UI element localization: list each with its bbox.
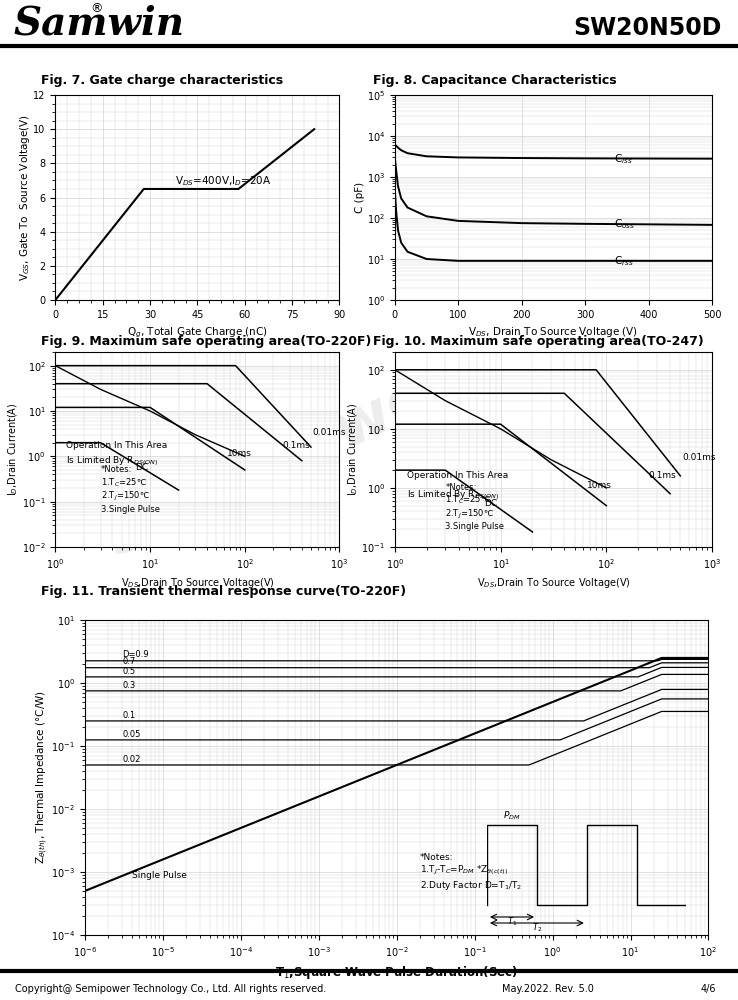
Text: Semipower: Semipower — [94, 352, 467, 568]
Text: 0.01ms: 0.01ms — [682, 453, 716, 462]
Text: Fig. 7. Gate charge characteristics: Fig. 7. Gate charge characteristics — [41, 74, 283, 87]
Text: DC: DC — [484, 499, 497, 508]
X-axis label: V$_{DS}$, Drain To Source Voltage (V): V$_{DS}$, Drain To Source Voltage (V) — [469, 325, 638, 339]
Text: Single Pulse: Single Pulse — [132, 871, 187, 880]
Text: 0.1: 0.1 — [122, 711, 135, 720]
Y-axis label: I$_D$,Drain Current(A): I$_D$,Drain Current(A) — [7, 403, 21, 496]
Text: Fig. 10. Maximum safe operating area(TO-247): Fig. 10. Maximum safe operating area(TO-… — [373, 335, 703, 348]
Text: 0.7: 0.7 — [122, 657, 135, 666]
Text: Operation In This Area: Operation In This Area — [66, 441, 168, 450]
Text: 10ms: 10ms — [227, 449, 252, 458]
X-axis label: V$_{DS}$,Drain To Source Voltage(V): V$_{DS}$,Drain To Source Voltage(V) — [477, 576, 630, 590]
Text: Is Limited By R$_{DS(ON)}$: Is Limited By R$_{DS(ON)}$ — [66, 454, 159, 468]
Text: 0.1ms: 0.1ms — [283, 441, 310, 450]
X-axis label: Q$_g$, Total Gate Charge (nC): Q$_g$, Total Gate Charge (nC) — [127, 325, 268, 340]
Y-axis label: V$_{GS}$, Gate To  Source Voltage(V): V$_{GS}$, Gate To Source Voltage(V) — [18, 114, 32, 281]
Text: C$_{iss}$: C$_{iss}$ — [614, 152, 632, 166]
Text: 0.02: 0.02 — [122, 755, 140, 764]
Text: *Notes:
1.T$_C$=25℃
2.T$_J$=150℃
3.Single Pulse: *Notes: 1.T$_C$=25℃ 2.T$_J$=150℃ 3.Singl… — [100, 465, 159, 514]
Y-axis label: I$_D$,Drain Current(A): I$_D$,Drain Current(A) — [346, 403, 360, 496]
Text: 0.05: 0.05 — [122, 730, 140, 739]
Text: DC: DC — [135, 463, 148, 472]
Y-axis label: C (pF): C (pF) — [355, 182, 365, 213]
Text: C$_{oss}$: C$_{oss}$ — [614, 217, 635, 231]
Text: Samwin: Samwin — [13, 4, 184, 42]
Text: Operation In This Area: Operation In This Area — [407, 471, 508, 480]
Text: $T_1$: $T_1$ — [507, 916, 517, 928]
Text: $T_2$: $T_2$ — [532, 922, 542, 934]
Text: 0.1ms: 0.1ms — [649, 471, 676, 480]
Text: 4/6: 4/6 — [700, 984, 716, 994]
Text: *Notes:
1.T$_J$-T$_C$=P$_{DM}$ *Z$_{\theta(c(t))}$
2.Duty Factor D=T$_1$/T$_2$: *Notes: 1.T$_J$-T$_C$=P$_{DM}$ *Z$_{\the… — [420, 853, 523, 892]
Text: Copyright@ Semipower Technology Co., Ltd. All rights reserved.: Copyright@ Semipower Technology Co., Ltd… — [15, 984, 326, 994]
Text: May.2022. Rev. 5.0: May.2022. Rev. 5.0 — [502, 984, 593, 994]
Y-axis label: Z$_{\theta(th)}$, Thermal Impedance (°C/W): Z$_{\theta(th)}$, Thermal Impedance (°C/… — [34, 691, 49, 864]
Text: 0.5: 0.5 — [122, 667, 135, 676]
X-axis label: V$_{DS}$,Drain To Source Voltage(V): V$_{DS}$,Drain To Source Voltage(V) — [120, 576, 275, 590]
Text: C$_{rss}$: C$_{rss}$ — [614, 254, 633, 268]
Text: Is Limited By R$_{DS(ON)}$: Is Limited By R$_{DS(ON)}$ — [407, 488, 499, 502]
X-axis label: T$_1$,Square Wave Pulse Duration(Sec): T$_1$,Square Wave Pulse Duration(Sec) — [275, 964, 518, 981]
Text: *Notes:
1.T$_C$=25℃
2.T$_J$=150℃
3.Single Pulse: *Notes: 1.T$_C$=25℃ 2.T$_J$=150℃ 3.Singl… — [445, 483, 504, 531]
Text: D=0.9: D=0.9 — [122, 650, 148, 659]
Text: 10ms: 10ms — [587, 481, 612, 490]
Text: SW20N50D: SW20N50D — [573, 16, 722, 40]
Text: Fig. 11. Transient thermal response curve(TO-220F): Fig. 11. Transient thermal response curv… — [41, 585, 406, 598]
Text: Fig. 8. Capacitance Characteristics: Fig. 8. Capacitance Characteristics — [373, 74, 616, 87]
Text: Fig. 9. Maximum safe operating area(TO-220F): Fig. 9. Maximum safe operating area(TO-2… — [41, 335, 371, 348]
Text: $P_{DM}$: $P_{DM}$ — [503, 810, 521, 822]
Text: V$_{DS}$=400V,I$_D$=20A: V$_{DS}$=400V,I$_D$=20A — [176, 174, 272, 188]
Text: ®: ® — [90, 2, 103, 15]
Text: 0.3: 0.3 — [122, 681, 135, 690]
Text: 0.01ms: 0.01ms — [313, 428, 346, 437]
